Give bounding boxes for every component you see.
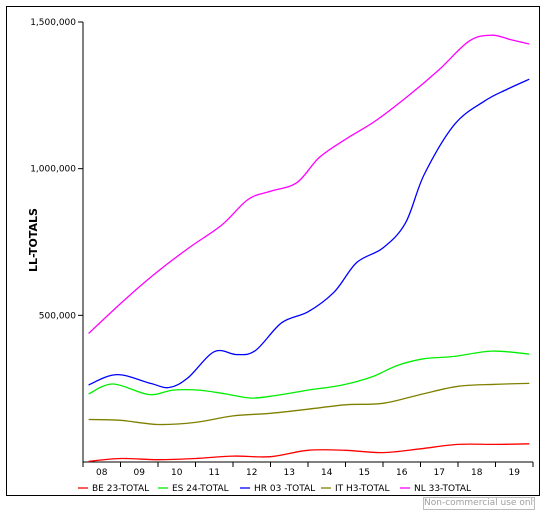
x-tick-label: 11 (209, 468, 220, 478)
series-line-1 (88, 443, 530, 463)
x-tick-label: 09 (134, 468, 146, 478)
x-tick-label: 19 (509, 468, 521, 478)
x-tick-label: 08 (96, 468, 108, 478)
series-line-5 (88, 34, 530, 334)
y-axis-label: LL-TOTALS (27, 208, 40, 272)
x-tick-label: 12 (246, 468, 257, 478)
legend-label: IT H3-TOTAL (335, 484, 389, 494)
x-tick-label: 14 (321, 468, 333, 478)
legend-label: BE 23-TOTAL (92, 484, 149, 494)
x-tick-label: 16 (396, 468, 408, 478)
x-tick-label: 18 (471, 468, 483, 478)
x-tick-label: 10 (171, 468, 183, 478)
series-line-2 (88, 350, 530, 399)
series-line-3 (88, 78, 530, 389)
y-tick-label: 1,000,000 (30, 165, 76, 175)
y-tick-label: 1,500,000 (30, 18, 76, 28)
y-tick-label: 500,000 (39, 311, 76, 321)
watermark: Non-commercial use only (423, 497, 535, 510)
x-tick-label: 17 (434, 468, 445, 478)
series-line-4 (88, 382, 530, 426)
legend-label: NL 33-TOTAL (414, 484, 471, 494)
legend-label: HR 03 -TOTAL (254, 484, 315, 494)
chart-frame (6, 6, 540, 496)
x-tick-label: 15 (359, 468, 370, 478)
x-tick-label: 13 (284, 468, 295, 478)
legend-label: ES 24-TOTAL (172, 484, 229, 494)
